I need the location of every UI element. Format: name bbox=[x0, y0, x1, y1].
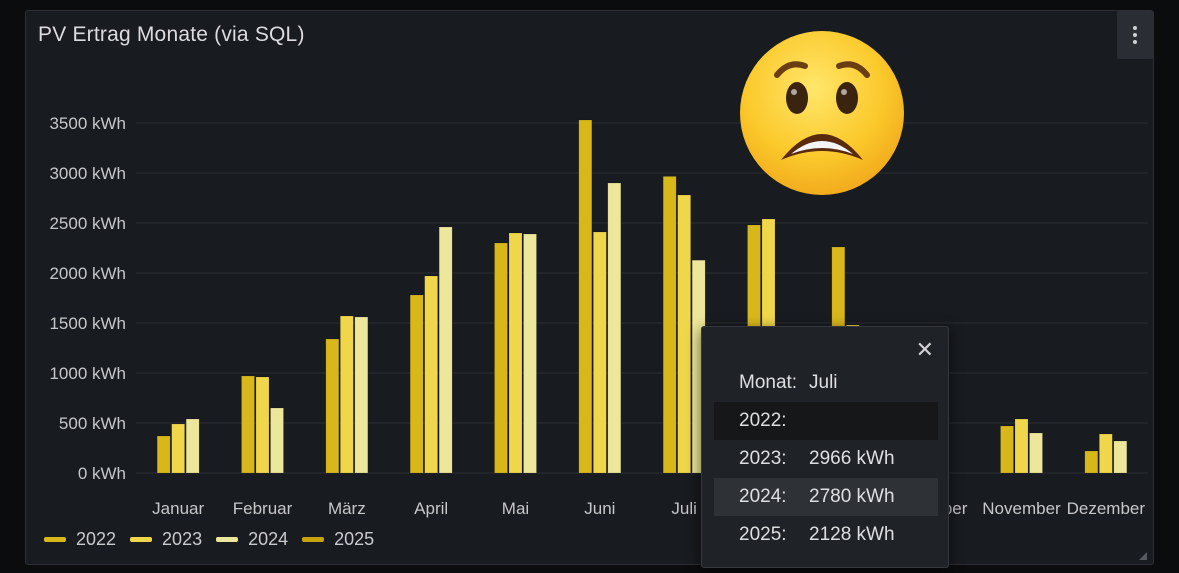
bar-2023 bbox=[593, 231, 607, 474]
bar-2022 bbox=[409, 294, 424, 474]
bar-2022 bbox=[325, 338, 340, 474]
bar-2022 bbox=[662, 176, 677, 474]
close-icon[interactable]: ✕ bbox=[915, 337, 934, 362]
panel-title: PV Ertrag Monate (via SQL) bbox=[38, 23, 305, 46]
bar-2022 bbox=[1084, 450, 1099, 474]
x-tick-label: Juni bbox=[584, 499, 615, 518]
bar-2024 bbox=[1113, 440, 1128, 474]
bar-2023 bbox=[1099, 433, 1113, 474]
bar-chart: 0 kWh 500 kWh 1000 kWh 1500 kWh 2000 kWh 2500… bbox=[49, 114, 1148, 518]
bar-2023 bbox=[1014, 418, 1029, 474]
data-tooltip: ✕ Monat: Juli 2022: 2023: 2966 kWh 2024:… bbox=[701, 326, 949, 568]
x-tick-label: April bbox=[414, 499, 448, 518]
y-tick-label: 500 kWh bbox=[59, 414, 126, 433]
bar-2022 bbox=[1000, 425, 1014, 474]
tooltip-value: 2966 kWh bbox=[809, 448, 895, 469]
legend-item-2023[interactable]: 2023 bbox=[130, 529, 202, 550]
y-tick-label: 2000 kWh bbox=[49, 264, 126, 283]
panel-menu-button[interactable] bbox=[1117, 11, 1153, 59]
bar-2022 bbox=[241, 375, 255, 474]
legend-item-2022[interactable]: 2022 bbox=[44, 529, 116, 550]
y-tick-label: 1500 kWh bbox=[49, 314, 126, 333]
legend-swatch bbox=[130, 537, 153, 542]
bar-2022 bbox=[578, 119, 593, 474]
legend-label: 2022 bbox=[76, 529, 117, 549]
tooltip-row-2023: 2023: 2966 kWh bbox=[714, 440, 938, 478]
x-tick-label: Februar bbox=[233, 499, 293, 518]
chart-legend: 2022 2023 2024 2025 bbox=[44, 529, 374, 550]
tooltip-value: 2780 kWh bbox=[809, 486, 895, 507]
bar-2023 bbox=[424, 275, 438, 474]
kebab-menu-icon bbox=[1133, 26, 1137, 44]
bar-2024 bbox=[270, 407, 284, 474]
tooltip-table: Monat: Juli 2022: 2023: 2966 kWh 2024: 2… bbox=[714, 364, 938, 554]
resize-handle-icon[interactable] bbox=[1139, 552, 1147, 560]
tooltip-key: 2024: bbox=[739, 486, 787, 507]
bar-2022 bbox=[494, 242, 508, 474]
x-tick-label: Juli bbox=[671, 499, 697, 518]
y-tick-label: 0 kWh bbox=[78, 464, 126, 483]
bar-2024 bbox=[354, 316, 369, 474]
bar-2023 bbox=[508, 232, 523, 474]
tooltip-key: 2023: bbox=[739, 448, 787, 469]
tooltip-key: Monat: bbox=[739, 372, 798, 393]
tooltip-row-2024: 2024: 2780 kWh bbox=[714, 478, 938, 516]
x-tick-label: Dezember bbox=[1067, 499, 1146, 518]
legend-item-2024[interactable]: 2024 bbox=[216, 529, 288, 550]
bar-2023 bbox=[677, 194, 691, 474]
x-tick-label: März bbox=[328, 499, 366, 518]
legend-swatch bbox=[44, 537, 66, 542]
legend-swatch bbox=[216, 537, 239, 542]
worried-face-emoji bbox=[740, 31, 904, 195]
x-tick-label: Mai bbox=[502, 499, 529, 518]
x-tick-label: Januar bbox=[152, 499, 204, 518]
legend-item-2025[interactable]: 2025 bbox=[302, 529, 374, 550]
tooltip-key: 2022: bbox=[739, 410, 787, 431]
tooltip-value: 2128 kWh bbox=[809, 524, 895, 545]
legend-swatch bbox=[302, 537, 325, 542]
x-tick-label: November bbox=[982, 499, 1061, 518]
bar-2023 bbox=[340, 315, 354, 474]
legend-label: 2025 bbox=[334, 529, 375, 549]
bar-2022 bbox=[156, 435, 171, 474]
tooltip-key: 2025: bbox=[739, 524, 787, 545]
y-tick-label: 1000 kWh bbox=[49, 364, 126, 383]
y-tick-label: 2500 kWh bbox=[49, 214, 126, 233]
bar-2024 bbox=[1029, 432, 1043, 474]
tooltip-row-2025: 2025: 2128 kWh bbox=[714, 516, 938, 554]
bar-2023 bbox=[255, 376, 270, 474]
bar-2024 bbox=[185, 418, 200, 474]
bar-2024 bbox=[438, 226, 453, 474]
bar-2024 bbox=[607, 182, 622, 474]
y-tick-label: 3500 kWh bbox=[49, 114, 126, 133]
tooltip-row-month: Monat: Juli bbox=[714, 364, 938, 402]
bar-2024 bbox=[523, 233, 537, 474]
tooltip-row-2022: 2022: bbox=[714, 402, 938, 440]
bar-2023 bbox=[171, 423, 185, 474]
chart-panel: PV Ertrag Monate (via SQL) 0 kWh 500 kWh 1… bbox=[25, 10, 1154, 565]
legend-label: 2024 bbox=[248, 529, 289, 549]
tooltip-value: Juli bbox=[809, 372, 838, 393]
y-tick-label: 3000 kWh bbox=[49, 164, 126, 183]
legend-label: 2023 bbox=[162, 529, 203, 549]
